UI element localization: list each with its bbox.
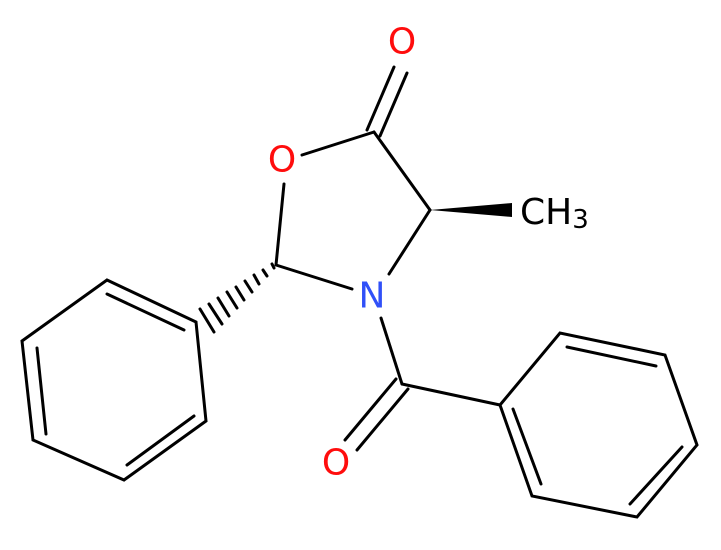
atom-label: O [268, 140, 296, 181]
atom-label: O [388, 22, 416, 63]
bonds [20, 65, 699, 519]
atom-label: N [359, 276, 386, 317]
methyl-label: CH3 [520, 192, 589, 236]
atom-label: O [322, 443, 350, 484]
methyl-main: CH [520, 192, 572, 233]
methyl-subscript: 3 [572, 205, 589, 235]
